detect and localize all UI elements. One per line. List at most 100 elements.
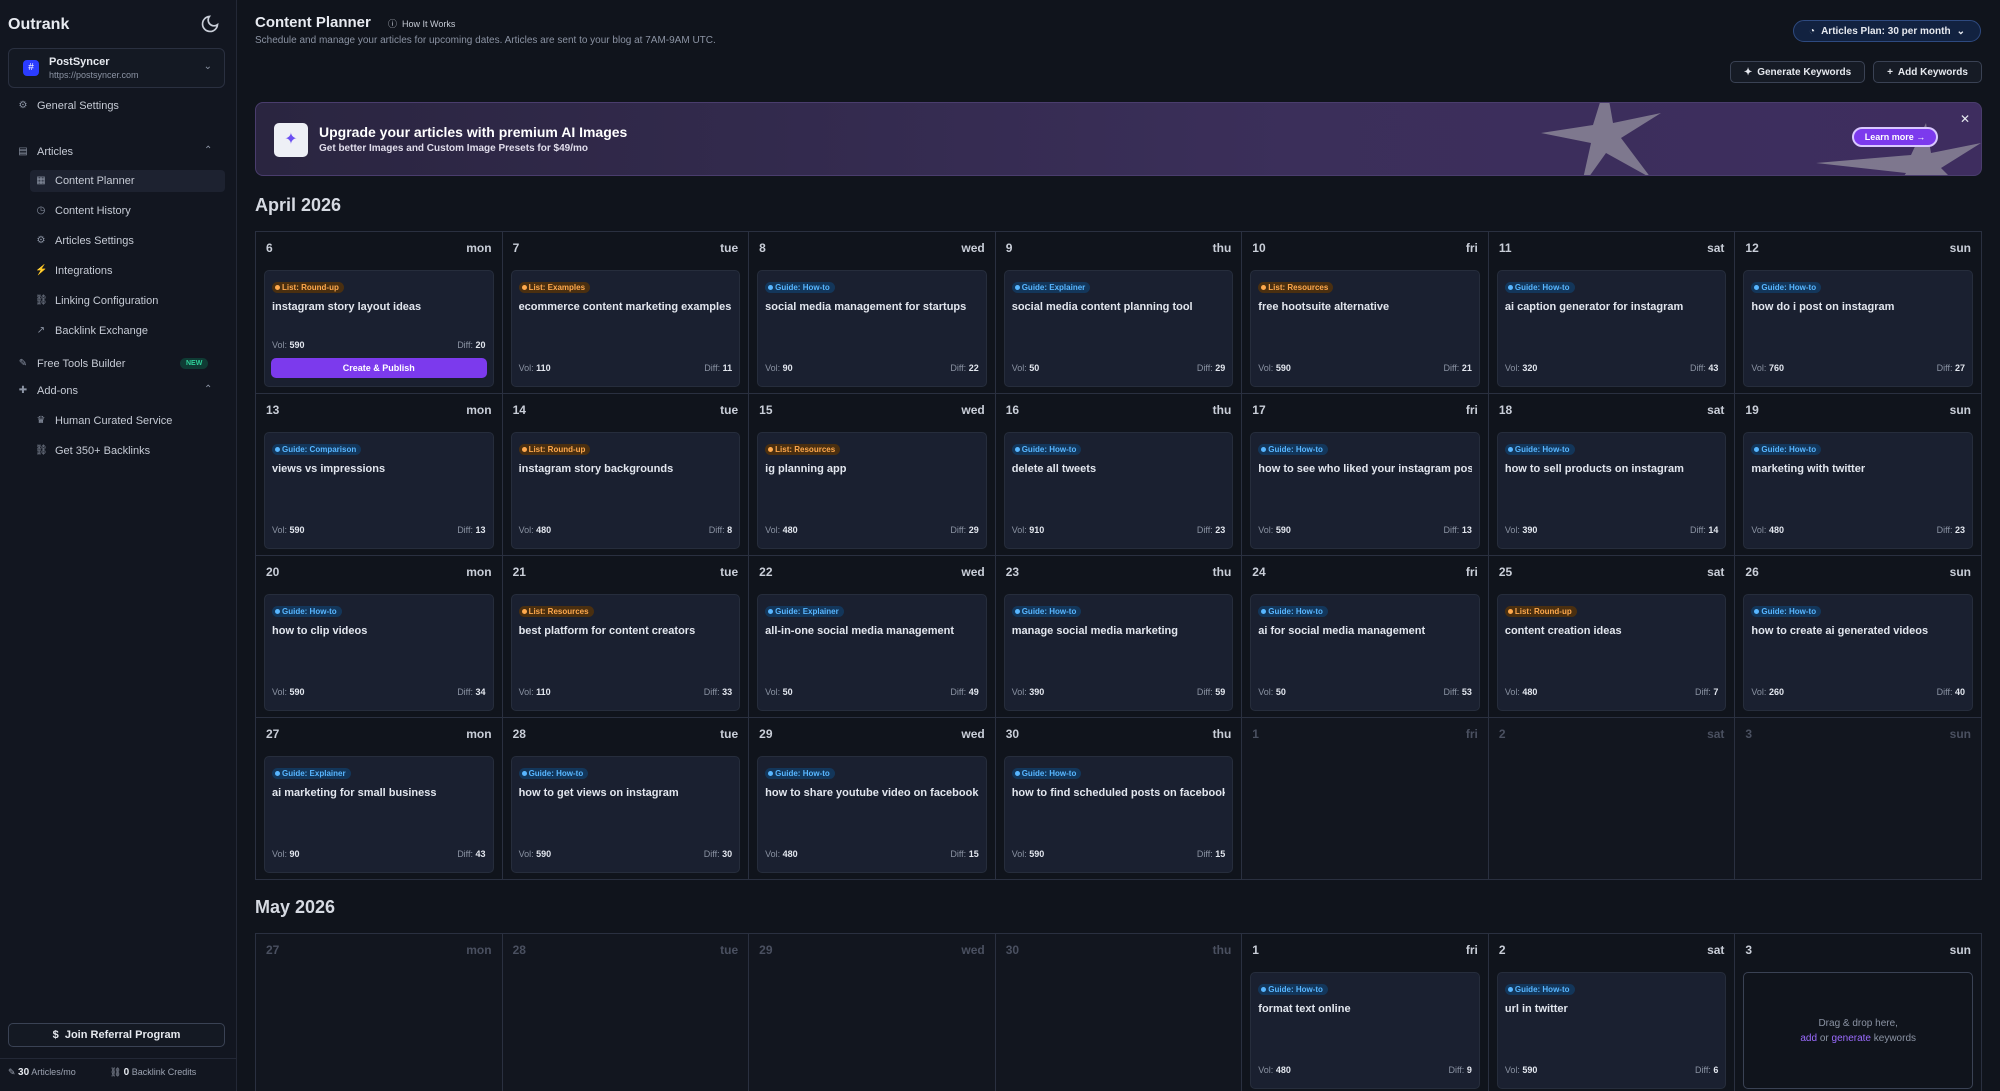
join-referral-button[interactable]: $ Join Referral Program [8, 1023, 225, 1047]
add-link[interactable]: add [1800, 1032, 1818, 1044]
plus-icon: + [1887, 66, 1893, 78]
articles-plan-button[interactable]: ◔ Articles Plan: 30 per month ⌄ [1793, 20, 1981, 42]
drop-zone[interactable]: Drag & drop here, add or generate keyword… [1743, 972, 1973, 1089]
day-number: 15 [759, 403, 773, 417]
calendar-day[interactable]: 1 fri Guide: How-to format text online Vol: … [1242, 934, 1489, 1091]
generate-link[interactable]: generate [1831, 1032, 1871, 1044]
calendar-day[interactable]: 29 wed [749, 934, 996, 1091]
calendar-day[interactable]: 10 fri List: Resources free hootsuite alter… [1242, 232, 1489, 394]
calendar-day[interactable]: 2 sat [1488, 718, 1736, 880]
keyword-card[interactable]: List: Examples ecommerce content marketin… [510, 270, 741, 387]
vol-value: 590 [536, 849, 552, 859]
nav-integrations[interactable]: ⚡ Integrations [35, 260, 112, 282]
keyword-card[interactable]: Guide: How-to social media management for… [757, 270, 987, 387]
nav-human-curated-service[interactable]: ♛ Human Curated Service [35, 410, 173, 432]
keyword-card[interactable]: Guide: How-to how to share youtube video … [757, 756, 987, 873]
calendar-day[interactable]: 9 thu Guide: Explainer social media content… [995, 232, 1243, 394]
learn-more-button[interactable]: Learn more → [1852, 127, 1938, 147]
keyword-card[interactable]: Guide: How-to url in twitter Vol: 590 Diff:… [1496, 972, 1727, 1089]
calendar-day[interactable]: 3 sun Drag & drop here, add or generate key… [1735, 934, 1982, 1091]
calendar-day[interactable]: 17 fri Guide: How-to how to see who liked y… [1242, 394, 1489, 556]
keyword-card[interactable]: Guide: Explainer social media content pla… [1003, 270, 1234, 387]
keyword-card[interactable]: Guide: How-to how to get views on instagr… [510, 756, 741, 873]
calendar-day[interactable]: 27 mon Guide: Explainer ai marketing for sm… [256, 718, 503, 880]
workspace-selector[interactable]: # PostSyncer https://postsyncer.com ⌄ [8, 48, 225, 88]
calendar-day[interactable]: 30 thu [995, 934, 1243, 1091]
keyword-card[interactable]: Guide: How-to format text online Vol: 480 D… [1250, 972, 1480, 1089]
calendar-day[interactable]: 14 tue List: Round-up instagram story backg… [502, 394, 750, 556]
calendar-day[interactable]: 20 mon Guide: How-to how to clip videos Vol:… [256, 556, 503, 718]
calendar-day[interactable]: 30 thu Guide: How-to how to find scheduled … [995, 718, 1243, 880]
calendar-day[interactable]: 22 wed Guide: Explainer all-in-one social m… [749, 556, 996, 718]
keyword-card[interactable]: Guide: How-to marketing with twitter Vol: … [1743, 432, 1973, 549]
nav-articles-settings[interactable]: ⚙ Articles Settings [35, 230, 134, 252]
keyword-card[interactable]: Guide: Comparison views vs impressions Vol… [264, 432, 494, 549]
calendar-day[interactable]: 16 thu Guide: How-to delete all tweets Vol: … [995, 394, 1243, 556]
keyword-card[interactable]: Guide: How-to how to create ai generated … [1743, 594, 1973, 711]
calendar-day[interactable]: 21 tue List: Resources best platform for co… [502, 556, 750, 718]
keyword-difficulty: Diff: 11 [704, 363, 732, 373]
keyword-title: ai for social media management [1258, 625, 1426, 637]
keyword-card[interactable]: Guide: How-to how do i post on instagram V… [1743, 270, 1973, 387]
calendar-day[interactable]: 3 sun [1735, 718, 1982, 880]
vol-value: 480 [1275, 1065, 1291, 1075]
calendar-day[interactable]: 6 mon List: Round-up instagram story layout… [256, 232, 503, 394]
calendar-day[interactable]: 28 tue [502, 934, 750, 1091]
keyword-card[interactable]: List: Resources free hootsuite alternativ… [1250, 270, 1480, 387]
chevron-up-icon[interactable]: ⌃ [204, 145, 213, 156]
keyword-card[interactable]: List: Round-up instagram story layout ide… [264, 270, 494, 387]
calendar-day[interactable]: 27 mon [256, 934, 503, 1091]
calendar-day[interactable]: 2 sat Guide: How-to url in twitter Vol: 590 D… [1488, 934, 1736, 1091]
nav-articles[interactable]: ▤ Articles [17, 141, 73, 163]
nav-free-tools-builder[interactable]: ✎ Free Tools Builder [17, 353, 126, 375]
keyword-card[interactable]: Guide: How-to manage social media marketi… [1003, 594, 1234, 711]
nav-content-planner[interactable]: ▦ Content Planner [30, 170, 225, 192]
calendar-day[interactable]: 28 tue Guide: How-to how to get views on in… [502, 718, 750, 880]
nav-get-backlinks[interactable]: ⛓ Get 350+ Backlinks [35, 440, 150, 462]
calendar-day[interactable]: 15 wed List: Resources ig planning app Vol: … [749, 394, 996, 556]
workspace-url: https://postsyncer.com [49, 70, 139, 80]
nav-backlink-exchange[interactable]: ↗ Backlink Exchange [35, 320, 148, 342]
keyword-card[interactable]: Guide: How-to how to find scheduled posts… [1003, 756, 1234, 873]
create-publish-button[interactable]: Create & Publish [271, 358, 487, 378]
generate-keywords-button[interactable]: ✦ Generate Keywords [1730, 61, 1865, 83]
how-it-works-link[interactable]: ⓘ How It Works [388, 17, 455, 30]
nav-linking-configuration[interactable]: ⛓ Linking Configuration [35, 290, 158, 312]
keyword-card[interactable]: List: Round-up instagram story background… [510, 432, 741, 549]
nav-content-history[interactable]: ◷ Content History [35, 200, 131, 222]
keyword-card[interactable]: List: Resources best platform for content… [510, 594, 741, 711]
keyword-card[interactable]: List: Resources ig planning app Vol: 480 Di… [757, 432, 987, 549]
close-icon[interactable]: ✕ [1960, 112, 1971, 126]
keyword-card[interactable]: Guide: Explainer all-in-one social media … [757, 594, 987, 711]
calendar-day[interactable]: 1 fri [1242, 718, 1489, 880]
calendar-day[interactable]: 23 thu Guide: How-to manage social media ma… [995, 556, 1243, 718]
keyword-card[interactable]: Guide: How-to how to clip videos Vol: 590 D… [264, 594, 494, 711]
add-keywords-button[interactable]: + Add Keywords [1873, 61, 1982, 83]
keyword-title: free hootsuite alternative [1258, 301, 1390, 313]
keyword-card[interactable]: Guide: How-to how to see who liked your i… [1250, 432, 1480, 549]
calendar-day[interactable]: 25 sat List: Round-up content creation idea… [1488, 556, 1736, 718]
calendar-day[interactable]: 13 mon Guide: Comparison views vs impressio… [256, 394, 503, 556]
moon-icon[interactable] [200, 14, 222, 36]
calendar-day[interactable]: 12 sun Guide: How-to how do i post on insta… [1735, 232, 1982, 394]
calendar-day[interactable]: 11 sat Guide: How-to ai caption generator f… [1488, 232, 1736, 394]
article-type-badge: List: Round-up [1504, 606, 1577, 617]
keyword-card[interactable]: Guide: How-to how to sell products on ins… [1496, 432, 1727, 549]
calendar-day[interactable]: 24 fri Guide: How-to ai for social media ma… [1242, 556, 1489, 718]
calendar-day[interactable]: 18 sat Guide: How-to how to sell products o… [1488, 394, 1736, 556]
keyword-card[interactable]: List: Round-up content creation ideas Vol:… [1496, 594, 1727, 711]
calendar-day[interactable]: 29 wed Guide: How-to how to share youtube v… [749, 718, 996, 880]
weekday-name: sun [1949, 241, 1971, 255]
calendar-day[interactable]: 7 tue List: Examples ecommerce content mark… [502, 232, 750, 394]
calendar-day[interactable]: 19 sun Guide: How-to marketing with twitter… [1735, 394, 1982, 556]
chevron-up-icon[interactable]: ⌃ [204, 384, 213, 395]
keyword-card[interactable]: Guide: How-to delete all tweets Vol: 910 Di… [1003, 432, 1234, 549]
calendar-day[interactable]: 26 sun Guide: How-to how to create ai gener… [1735, 556, 1982, 718]
nav-general-settings[interactable]: ⚙ General Settings [17, 95, 119, 117]
keyword-title: how to sell products on instagram [1504, 463, 1684, 475]
calendar-day[interactable]: 8 wed Guide: How-to social media management… [749, 232, 996, 394]
nav-addons[interactable]: ✚ Add-ons [17, 380, 78, 402]
keyword-card[interactable]: Guide: Explainer ai marketing for small b… [264, 756, 494, 873]
keyword-card[interactable]: Guide: How-to ai for social media managem… [1250, 594, 1480, 711]
keyword-card[interactable]: Guide: How-to ai caption generator for in… [1496, 270, 1727, 387]
